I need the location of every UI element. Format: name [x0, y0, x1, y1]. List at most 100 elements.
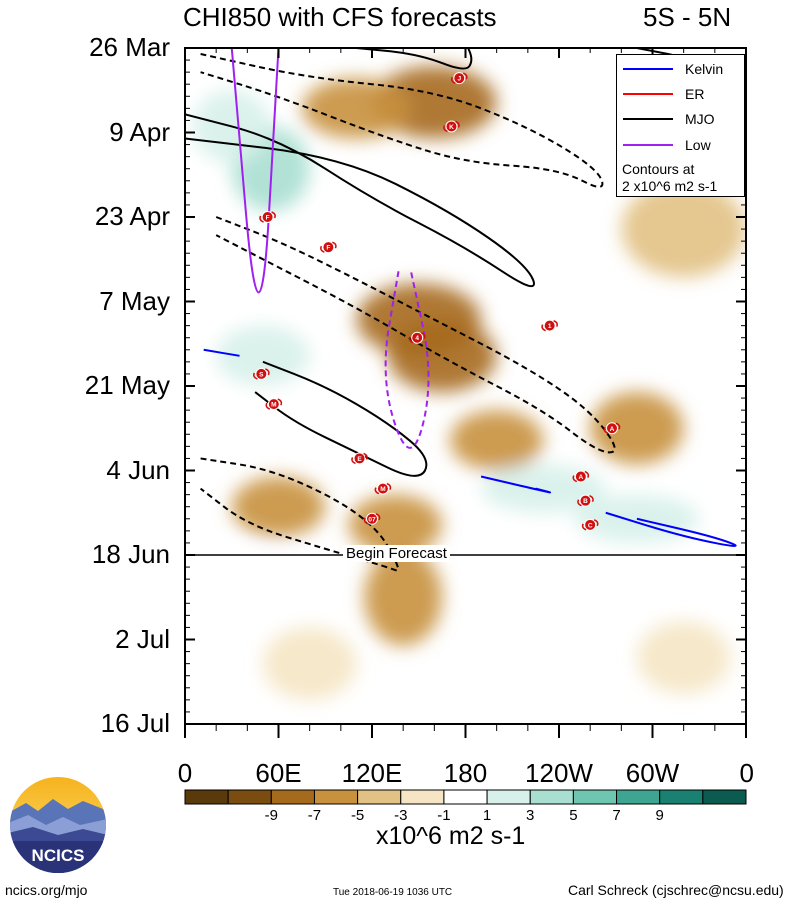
colorbar-tick-label: -9	[264, 807, 278, 824]
anomaly-blob	[262, 379, 357, 441]
legend-swatch	[623, 68, 673, 70]
colorbar-swatch	[313, 789, 359, 805]
colorbar-tick-label: 3	[526, 807, 535, 824]
colorbar-tick-label: 5	[569, 807, 578, 824]
legend-label: ER	[685, 86, 705, 102]
contour-mjo	[199, 457, 399, 572]
colorbar-swatch	[400, 789, 445, 805]
legend-item-mjo: MJO	[617, 109, 746, 129]
colorbar-swatch	[443, 789, 488, 805]
contour-low	[230, 48, 280, 294]
colorbar-tick-label: -3	[394, 807, 408, 824]
legend-label: Low	[685, 137, 711, 153]
storm-label: 1	[548, 323, 552, 330]
y-tick-label: 21 May	[84, 370, 170, 400]
colorbar-tick-label: -1	[437, 807, 451, 824]
anomaly-blob	[449, 410, 544, 471]
ncics-logo: NCICS	[10, 777, 106, 873]
colorbar-swatch	[572, 789, 618, 805]
x-tick-label: 60W	[625, 758, 680, 788]
colorbar-tick-label: -7	[307, 807, 322, 824]
storm-label: S	[259, 371, 264, 378]
contour-low	[384, 271, 430, 449]
colorbar-swatch	[616, 789, 661, 805]
storm-marker: A	[603, 422, 621, 435]
storm-marker: 1	[541, 319, 558, 332]
storm-marker: 07	[363, 512, 381, 525]
colorbar-tick-label: 7	[612, 807, 621, 824]
storm-marker: 4	[408, 331, 426, 344]
y-tick-label: 16 Jul	[100, 708, 170, 738]
colorbar-tick-label: 9	[655, 807, 664, 824]
storm-label: J	[457, 76, 461, 83]
anomaly-blob	[481, 464, 606, 513]
anomaly-blob	[636, 621, 731, 694]
storm-label: F	[266, 215, 270, 222]
contour-lines	[185, 48, 737, 572]
contour-kelvin	[203, 348, 240, 357]
legend-note: Contours at	[622, 161, 695, 177]
contour-kelvin	[605, 511, 737, 547]
storm-label: 07	[368, 516, 376, 523]
footer-timestamp: Tue 2018-06-19 1036 UTC	[333, 887, 453, 898]
x-tick-label: 0	[177, 758, 193, 788]
legend-label: MJO	[685, 111, 715, 127]
legend-note: 2 x10^6 m2 s-1	[622, 178, 718, 194]
colorbar-tick-label: -5	[350, 807, 365, 824]
colorbar-tick-label: 1	[482, 807, 492, 824]
storm-marker: E	[351, 452, 368, 465]
anomaly-blob	[208, 548, 318, 610]
anomaly-blob	[481, 555, 575, 616]
axis-ticks	[184, 47, 747, 738]
colorbar-swatch	[357, 789, 402, 805]
legend-swatch	[623, 118, 673, 120]
colorbar-swatch	[270, 789, 315, 805]
y-tick-label: 2 Jul	[115, 623, 170, 654]
storm-label: F	[326, 245, 330, 252]
colorbar-swatch	[486, 789, 531, 805]
anomaly-blob	[621, 180, 746, 278]
anomaly-blob	[387, 319, 497, 393]
anomaly-blob	[364, 548, 443, 646]
y-tick-label: 18 Jun	[91, 539, 170, 569]
storm-marker: A	[572, 470, 590, 483]
colorbar-swatch	[702, 789, 747, 805]
legend-label: Kelvin	[685, 61, 724, 77]
colorbar-swatch	[227, 789, 272, 805]
anomaly-blob	[262, 627, 357, 700]
storm-label: C	[588, 522, 593, 529]
chart-title: CHI850 with CFS forecasts	[183, 2, 497, 32]
storm-label: E	[357, 456, 362, 463]
storm-label: B	[583, 498, 588, 505]
region-label: 5S - 5N	[643, 2, 732, 32]
storm-label: A	[578, 474, 583, 481]
legend: Kelvin ER MJO Low Contours at 2 x10^6 m2…	[616, 54, 745, 197]
svg-text:NCICS: NCICS	[32, 846, 85, 865]
colorbar-unit: x10^6 m2 s-1	[376, 822, 526, 850]
storm-marker: C	[581, 518, 599, 531]
contour-mjo	[200, 53, 604, 188]
anomaly-blob	[348, 494, 443, 555]
contour-mjo	[185, 113, 535, 288]
storm-label: M	[380, 486, 385, 493]
y-tick-label: 7 May	[99, 285, 170, 316]
y-tick-label: 23 Apr	[94, 201, 170, 231]
legend-item-er: ER	[617, 84, 746, 104]
x-tick-label: 0	[739, 758, 754, 788]
storm-marker: M	[374, 482, 392, 495]
storm-marker: K	[443, 120, 460, 133]
storm-label: A	[610, 426, 615, 433]
storm-marker: S	[253, 367, 270, 380]
contour-kelvin	[480, 475, 551, 494]
colorbar-swatch	[184, 789, 229, 805]
legend-item-low: Low	[617, 135, 746, 155]
legend-swatch	[623, 144, 673, 146]
begin-forecast-label: Begin Forecast	[343, 545, 450, 562]
footer-author: Carl Schreck (cjschrec@ncsu.edu)	[568, 882, 784, 898]
x-tick-label: 180	[443, 758, 488, 788]
storm-marker: B	[577, 494, 594, 507]
y-tick-label: 9 Apr	[109, 116, 170, 147]
y-tick-label: 4 Jun	[106, 454, 170, 485]
x-tick-label: 60E	[255, 758, 302, 788]
storm-marker: F	[320, 241, 337, 254]
